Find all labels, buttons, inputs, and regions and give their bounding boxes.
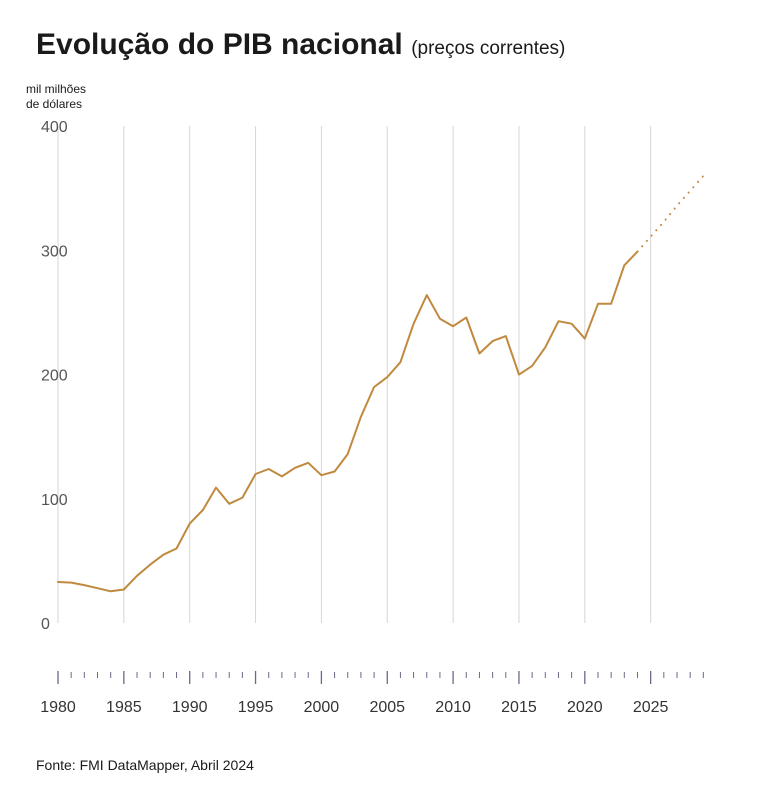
y-tick-label-100: 100 <box>41 492 68 509</box>
chart-title-row: Evolução do PIB nacional (preços corrent… <box>36 28 565 62</box>
source-note: Fonte: FMI DataMapper, Abril 2024 <box>36 757 254 773</box>
y-tick-label-300: 300 <box>41 243 68 260</box>
y-axis-unit-label: mil milhões de dólares <box>26 82 146 112</box>
x-tick-label-1990: 1990 <box>172 699 208 716</box>
x-tick-label-2000: 2000 <box>304 699 340 716</box>
unit-line-2: de dólares <box>26 97 83 111</box>
y-tick-label-0: 0 <box>41 616 50 633</box>
y-tick-label-200: 200 <box>41 368 68 385</box>
x-tick-label-1980: 1980 <box>40 699 76 716</box>
x-tick-label-1985: 1985 <box>106 699 142 716</box>
x-tick-label-1995: 1995 <box>238 699 274 716</box>
unit-line-1: mil milhões <box>26 82 87 96</box>
x-tick-label-2020: 2020 <box>567 699 603 716</box>
x-tick-label-2015: 2015 <box>501 699 537 716</box>
gdp-series-line <box>57 250 639 593</box>
chart-title: Evolução do PIB nacional <box>36 28 403 61</box>
chart-subtitle: (preços correntes) <box>411 38 566 59</box>
forecast-series-line <box>636 174 705 253</box>
x-tick-label-2010: 2010 <box>435 699 471 716</box>
x-tick-label-2005: 2005 <box>369 699 405 716</box>
y-tick-label-400: 400 <box>41 119 68 136</box>
x-tick-label-2025: 2025 <box>633 699 669 716</box>
